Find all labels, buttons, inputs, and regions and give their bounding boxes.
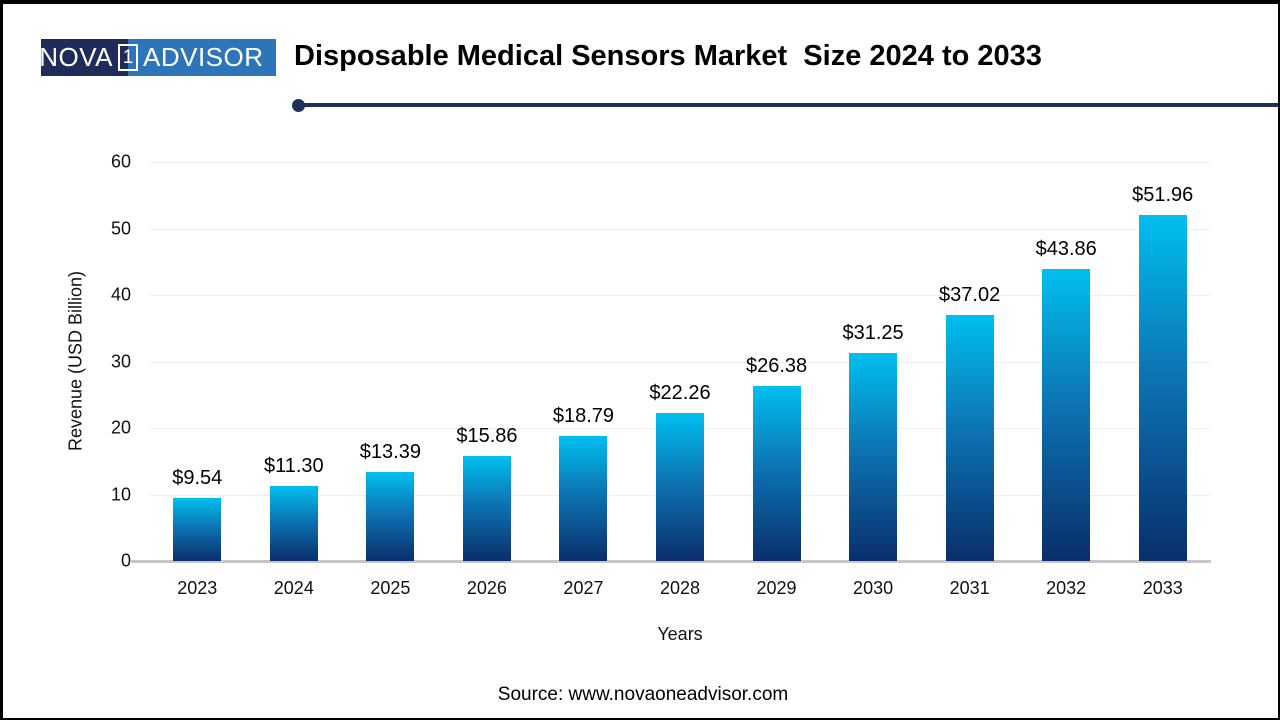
y-tick-label: 50 [110,218,131,238]
bar-2029 [752,385,801,561]
bar-2023 [173,497,222,561]
bar-value-label: $11.30 [263,454,324,477]
title-underline [292,99,1278,112]
y-tick-label: 0 [120,550,131,571]
x-tick-label: 2023 [177,578,218,598]
bar-2027 [559,436,608,561]
bar-value-label: $26.38 [745,354,808,377]
x-axis-line [131,560,1211,563]
plot-area: 0 10 20 30 40 50 60 $9.54 2023 $11.30 2024 $13.39 20… [111,152,1211,598]
logo-text-nova: NOVA [39,39,118,76]
x-tick-label: 2025 [370,578,411,598]
x-tick-label: 2027 [563,578,604,598]
bar-value-label: $31.25 [842,322,904,345]
bar-2025 [366,471,415,561]
bar-2026 [462,455,511,561]
x-tick-label: 2032 [1046,578,1087,598]
bar-value-label: $13.39 [359,440,421,463]
bar-value-label: $51.96 [1132,184,1194,207]
page-title: Disposable Medical Sensors Market Size 2… [294,40,1042,72]
gridline [149,162,1211,163]
bar-value-label: $43.86 [1035,238,1097,261]
bar-value-label: $22.26 [649,381,711,404]
gridline [149,295,1211,296]
bar-2030 [849,353,898,561]
y-axis-title: Revenue (USD Billion) [65,270,86,452]
x-axis-title: Years [657,624,703,644]
x-tick-label: 2028 [659,578,701,598]
bar-2024 [269,485,318,561]
logo-text-advisor: ADVISOR [138,39,276,76]
bar-2028 [656,412,704,561]
logo-one-box: 1 [118,39,138,76]
x-tick-label: 2029 [756,578,797,598]
bar-value-label: $15.86 [456,424,518,447]
x-tick-label: 2033 [1142,578,1183,598]
y-tick-label: 20 [110,417,131,438]
x-tick-label: 2030 [853,578,894,598]
title-underline-dot-icon [292,99,305,112]
x-tick-label: 2026 [466,578,507,598]
bar-value-label: $37.02 [939,283,1001,306]
bar-value-label: $18.79 [552,405,615,428]
y-tick-label: 10 [110,484,131,504]
bar-value-label: $9.54 [172,466,223,489]
logo-text-one: 1 [118,44,138,71]
y-tick-label: 30 [110,351,131,371]
x-tick-label: 2031 [949,578,990,598]
bar-2031 [945,314,994,561]
brand-logo: NOVA 1 ADVISOR [39,39,276,76]
source-text: Source: www.novaoneadvisor.com [497,684,789,705]
x-tick-label: 2024 [273,578,314,598]
gridline [149,228,1211,230]
bar-2032 [1042,269,1091,561]
gridline [149,361,1211,363]
y-tick-label: 40 [110,284,131,305]
y-tick-label: 60 [110,151,131,172]
bar-2033 [1138,215,1187,561]
